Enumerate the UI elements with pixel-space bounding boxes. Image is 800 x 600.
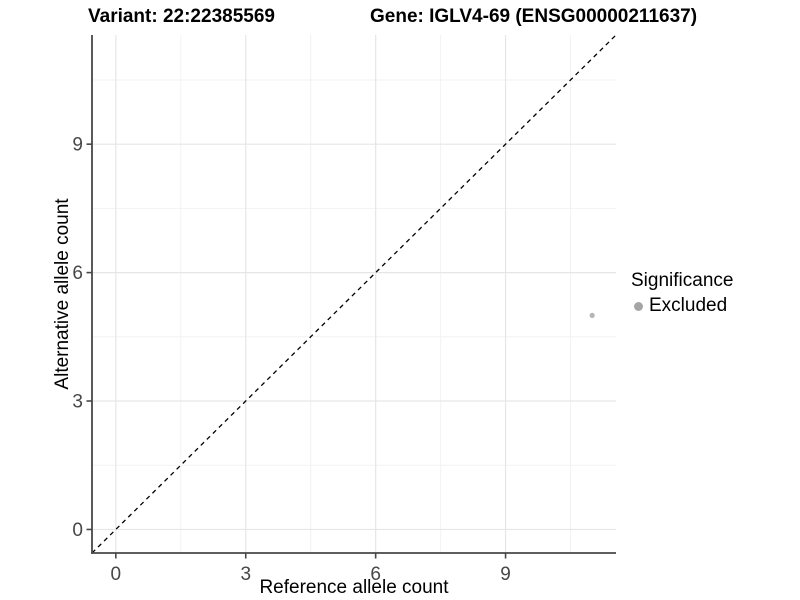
identity-line [91, 34, 617, 554]
legend-entry-excluded: Excluded [634, 295, 733, 317]
data-point-excluded [589, 312, 595, 319]
y-tick-label: 0 [72, 520, 83, 541]
y-axis-title: Alternative allele count [52, 198, 73, 390]
variant-title: Variant: 22:22385569 [88, 6, 275, 27]
y-tick-label: 9 [72, 135, 83, 156]
gene-title: Gene: IGLV4-69 (ENSG00000211637) [370, 6, 698, 27]
excluded-point-swatch [634, 301, 643, 311]
legend-title: Significance [631, 270, 734, 291]
y-tick-label: 6 [72, 263, 83, 284]
legend-label: Excluded [649, 295, 728, 316]
legend: Significance Excluded [631, 270, 733, 317]
x-tick-label: 0 [111, 564, 122, 585]
x-axis-title: Reference allele count [259, 577, 449, 598]
x-tick-label: 3 [240, 564, 251, 585]
x-tick-label: 9 [500, 564, 511, 585]
x-tick-label: 6 [370, 564, 381, 585]
y-tick-label: 3 [72, 392, 83, 413]
